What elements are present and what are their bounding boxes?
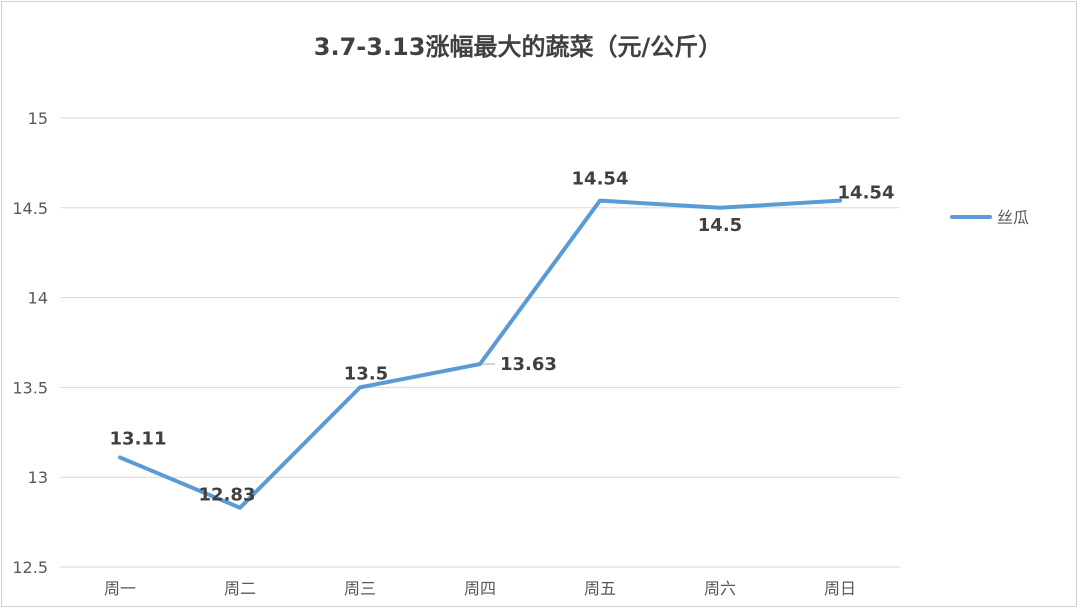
legend: 丝瓜 <box>950 208 1029 227</box>
x-tick-label: 周五 <box>584 579 616 598</box>
series-lines <box>118 198 842 510</box>
x-axis-tick-labels: 周一 周二 周三 周四 周五 周六 周日 <box>104 579 856 598</box>
y-tick-label: 14 <box>28 289 48 308</box>
chart-title: 3.7-3.13涨幅最大的蔬菜（元/公斤） <box>314 33 722 61</box>
y-tick-label: 12.5 <box>12 558 48 577</box>
x-tick-label: 周日 <box>824 579 856 598</box>
data-label: 13.63 <box>500 354 557 375</box>
data-label: 12.83 <box>199 485 256 506</box>
data-label: 14.5 <box>698 215 742 236</box>
x-tick-label: 周四 <box>464 579 496 598</box>
y-axis-tick-labels: 12.5 13 13.5 14 14.5 15 <box>12 109 48 577</box>
y-tick-label: 13.5 <box>12 378 48 397</box>
x-tick-label: 周一 <box>104 579 136 598</box>
x-tick-label: 周六 <box>704 579 736 598</box>
legend-label: 丝瓜 <box>997 208 1029 227</box>
data-label: 13.11 <box>110 428 167 449</box>
data-label: 13.5 <box>344 363 388 384</box>
data-label: 14.54 <box>572 169 629 190</box>
y-tick-label: 15 <box>28 109 48 128</box>
data-labels: 13.11 12.83 13.5 13.63 14.54 14.5 14.54 <box>110 169 895 506</box>
data-label: 14.54 <box>838 183 895 204</box>
x-tick-label: 周二 <box>224 579 256 598</box>
gridlines <box>60 117 900 568</box>
y-tick-label: 13 <box>28 468 48 487</box>
series-line <box>118 198 842 510</box>
x-tick-label: 周三 <box>344 579 376 598</box>
y-tick-label: 14.5 <box>12 199 48 218</box>
